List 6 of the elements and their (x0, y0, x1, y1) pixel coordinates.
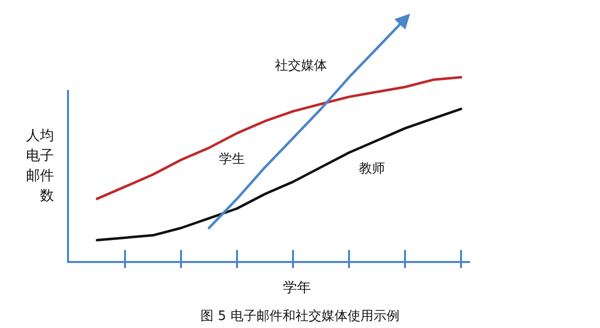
text: 图 5 电子邮件和社交媒体使用示例 (200, 308, 400, 324)
series-label: 社交媒体 (275, 57, 327, 74)
y-axis-title: 人均电子邮件数 (26, 128, 54, 204)
series-label: 学生 (219, 152, 245, 168)
series-label: 教师 (359, 162, 385, 176)
x-axis-title: 学年 (283, 280, 311, 296)
